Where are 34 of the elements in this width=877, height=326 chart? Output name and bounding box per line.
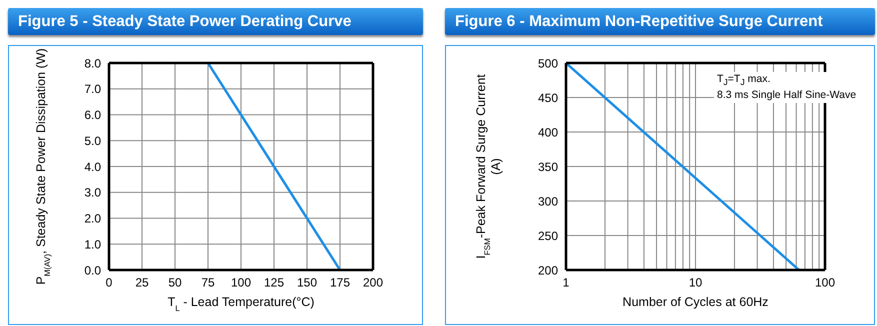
y-tick-label: 8.0 bbox=[84, 56, 102, 70]
y-tick-label: 5.0 bbox=[84, 134, 102, 148]
x-tick-label: 75 bbox=[201, 276, 215, 290]
x-tick-label: 10 bbox=[688, 276, 702, 290]
x-tick-label: 0 bbox=[106, 276, 113, 290]
y-tick-label: 6.0 bbox=[84, 108, 102, 122]
annotation: T$_{J}$=T$_{J}$ max. bbox=[717, 73, 772, 90]
chart-title: Figure 5 - Steady State Power Derating Curve bbox=[8, 8, 423, 35]
y-tick-label: 500 bbox=[538, 56, 558, 70]
annotation: 8.3 ms Single Half Sine-Wave bbox=[717, 89, 856, 102]
y-tick-label: 7.0 bbox=[84, 82, 102, 96]
y-tick-label: 450 bbox=[538, 90, 558, 105]
y-tick-label: 300 bbox=[538, 194, 558, 208]
y-tick-label: 350 bbox=[538, 160, 558, 174]
y-tick-label: 400 bbox=[538, 125, 558, 140]
y-tick-label: 2.0 bbox=[84, 212, 102, 226]
y-tick-label: 200 bbox=[538, 263, 558, 278]
y-tick-label: 0.0 bbox=[84, 263, 102, 278]
y-tick-label: 250 bbox=[538, 228, 558, 243]
x-tick-label: 200 bbox=[362, 276, 384, 290]
x-tick-label: 1 bbox=[562, 276, 570, 290]
x-tick-label: 175 bbox=[330, 276, 350, 290]
x-tick-label: 25 bbox=[135, 276, 149, 290]
y-tick-label: 1.0 bbox=[84, 237, 102, 252]
x-tick-label: 100 bbox=[814, 276, 836, 290]
x-tick-label: 100 bbox=[230, 276, 252, 290]
x-axis-title: Number of Cycles at 60Hz bbox=[622, 295, 768, 309]
chart-title: Figure 6 - Maximum Non-Repetitive Surge Current bbox=[445, 8, 875, 35]
x-axis-title: T$_{L}$ - Lead Temperature(°C) bbox=[168, 295, 314, 312]
y-tick-label: 4.0 bbox=[84, 160, 102, 174]
y-tick-label: 3.0 bbox=[84, 186, 102, 200]
x-tick-label: 150 bbox=[296, 276, 318, 290]
x-tick-label: 125 bbox=[264, 276, 284, 290]
x-tick-label: 50 bbox=[168, 276, 182, 290]
